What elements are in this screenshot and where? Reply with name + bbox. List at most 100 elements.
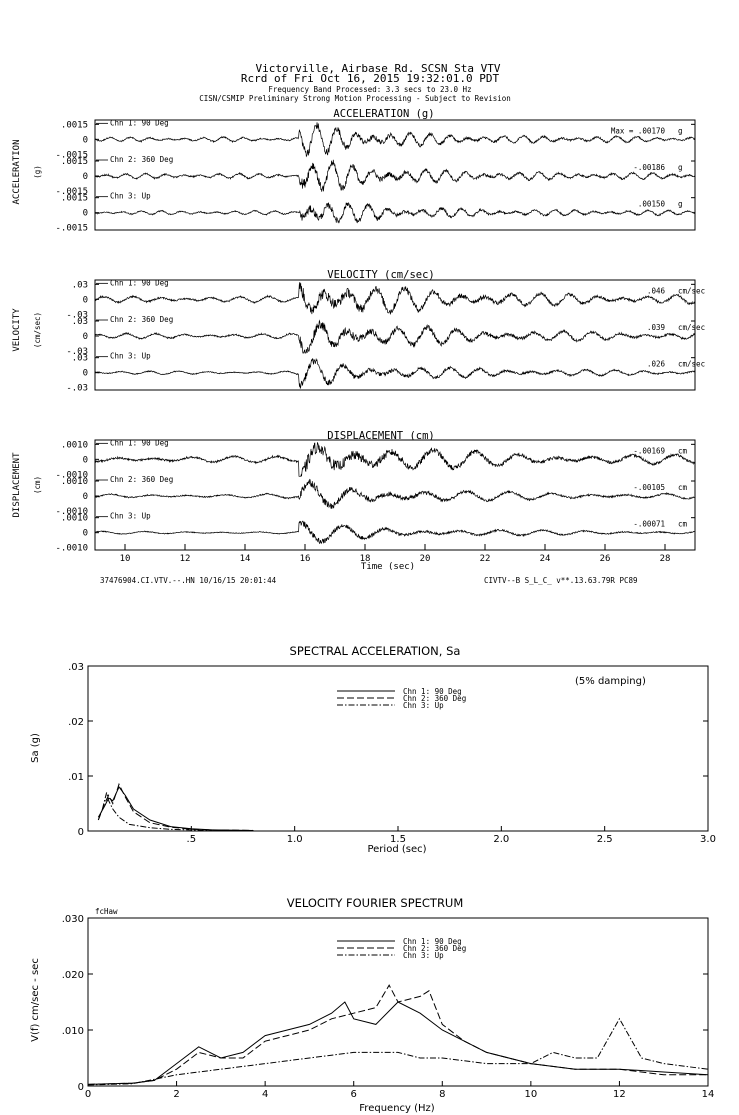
sa-xlabel: Period (sec) bbox=[367, 844, 426, 855]
channel-peak-unit: cm bbox=[678, 520, 688, 529]
ytick-label-top: .03 bbox=[72, 317, 88, 327]
ytick-label-top: .0010 bbox=[61, 477, 88, 487]
ytick-label-bottom: -.0015 bbox=[55, 187, 88, 197]
ytick-label-zero: 0 bbox=[83, 135, 88, 145]
spectral-acceleration-title: SPECTRAL ACCELERATION, Sa bbox=[290, 644, 461, 658]
ytick-label-zero: 0 bbox=[83, 492, 88, 502]
channel-trace bbox=[94, 478, 696, 509]
channel-trace bbox=[94, 122, 696, 158]
channel-label: Chn 3: Up bbox=[110, 352, 151, 361]
ytick-label-bottom: -.0010 bbox=[55, 470, 88, 480]
channel-peak-value: -.00186 bbox=[633, 163, 665, 172]
acceleration-title: ACCELERATION (g) bbox=[333, 108, 434, 120]
velocity-panel: VELOCITY (cm/sec) VELOCITY (cm/sec) .03 0… bbox=[12, 269, 705, 394]
x-tick-label: 2.0 bbox=[493, 834, 509, 845]
x-tick-label: 12 bbox=[613, 1089, 626, 1100]
channel-trace bbox=[94, 357, 696, 389]
ytick-label-zero: 0 bbox=[83, 172, 88, 182]
fourier-ticks: 0 2 4 6 8 10 12 14 0 .010 .020 .030 bbox=[62, 914, 715, 1100]
time-tick-label: 16 bbox=[300, 554, 311, 564]
legend-label: Chn 2: 360 Deg bbox=[403, 694, 466, 703]
fourier-ylabel: V(f) cm/sec - sec bbox=[30, 958, 41, 1042]
acceleration-panel: ACCELERATION (g) ACCELERATION (g) .00150… bbox=[12, 108, 696, 234]
sa-ylabel: Sa (g) bbox=[30, 733, 41, 763]
ytick-label-bottom: -.0015 bbox=[55, 224, 88, 234]
legend-label: Chn 1: 90 Deg bbox=[403, 937, 462, 946]
y-tick-label: .010 bbox=[62, 1026, 84, 1037]
ytick-label-bottom: -.03 bbox=[66, 384, 88, 394]
footer-right-id: CIVTV--B S_L_C_ v**.13.63.79R PC89 bbox=[484, 576, 638, 585]
x-tick-label: 10 bbox=[524, 1089, 537, 1100]
ytick-label-zero: 0 bbox=[83, 369, 88, 379]
record-title: Rcrd of Fri Oct 16, 2015 19:32:01.0 PDT bbox=[241, 72, 500, 85]
frequency-band-note: Frequency Band Processed: 3.3 secs to 23… bbox=[268, 85, 471, 94]
channel-peak-value: -.00071 bbox=[633, 520, 665, 529]
channel-label: Chn 2: 360 Deg bbox=[110, 475, 173, 484]
channel-peak-value: .039 bbox=[647, 323, 665, 332]
channel-label: Chn 1: 90 Deg bbox=[110, 118, 169, 127]
time-axis-ticks: 10 12 14 16 18 20 22 24 26 28 bbox=[120, 544, 670, 564]
channel-peak-unit: cm bbox=[678, 446, 688, 455]
ytick-label-top: .0015 bbox=[61, 194, 88, 204]
velocity-side-label: VELOCITY bbox=[12, 308, 22, 352]
y-tick-label: .02 bbox=[68, 717, 84, 728]
y-tick-label: 0 bbox=[78, 827, 84, 838]
ytick-label-zero: 0 bbox=[83, 332, 88, 342]
legend-label: Chn 3: Up bbox=[403, 951, 444, 960]
ytick-label-top: .0010 bbox=[61, 440, 88, 450]
x-tick-label: 14 bbox=[702, 1089, 715, 1100]
fourier-title: VELOCITY FOURIER SPECTRUM bbox=[287, 896, 464, 910]
ytick-label-bottom: -.03 bbox=[66, 310, 88, 320]
x-tick-label: 1.0 bbox=[287, 834, 303, 845]
fourier-corner-label: fcHaw bbox=[95, 907, 118, 916]
x-tick-label: 2 bbox=[173, 1089, 179, 1100]
time-tick-label: 22 bbox=[480, 554, 491, 564]
x-tick-label: .5 bbox=[187, 834, 197, 845]
channel-peak-value: .00150 bbox=[638, 200, 666, 209]
y-tick-label: .020 bbox=[62, 970, 84, 981]
station-title: Victorville, Airbase Rd. SCSN Sta VTV bbox=[255, 62, 500, 75]
channel-trace bbox=[94, 202, 696, 224]
time-tick-label: 14 bbox=[240, 554, 251, 564]
legend-label: Chn 3: Up bbox=[403, 701, 444, 710]
x-tick-label: 0 bbox=[85, 1089, 91, 1100]
displacement-title: DISPLACEMENT (cm) bbox=[327, 430, 434, 442]
ytick-label-zero: 0 bbox=[83, 209, 88, 219]
sa-curves bbox=[97, 782, 254, 831]
ytick-label-top: .0015 bbox=[61, 157, 88, 167]
channel-label: Chn 2: 360 Deg bbox=[110, 155, 173, 164]
legend-label: Chn 1: 90 Deg bbox=[403, 687, 462, 696]
x-tick-label: 6 bbox=[351, 1089, 357, 1100]
displacement-unit-label: (cm) bbox=[33, 476, 42, 494]
channel-label: Chn 3: Up bbox=[110, 512, 151, 521]
channel-label: Chn 3: Up bbox=[110, 192, 151, 201]
channel-peak-value: Max = .00170 bbox=[611, 126, 666, 135]
y-tick-label: 0 bbox=[78, 1082, 84, 1093]
channel-peak-unit: cm bbox=[678, 483, 688, 492]
time-tick-label: 10 bbox=[120, 554, 131, 564]
legend-label: Chn 2: 360 Deg bbox=[403, 944, 466, 953]
acceleration-frame bbox=[94, 119, 696, 231]
x-tick-label: 1.5 bbox=[390, 834, 406, 845]
damping-note: (5% damping) bbox=[575, 676, 646, 687]
channel-peak-unit: cm/sec bbox=[678, 360, 705, 369]
displacement-frame bbox=[94, 439, 696, 551]
spectral-acceleration-panel: SPECTRAL ACCELERATION, Sa Sa (g) Period … bbox=[30, 644, 716, 855]
channel-trace bbox=[94, 282, 696, 315]
channel-peak-unit: cm/sec bbox=[678, 323, 705, 332]
footer-left-id: 37476904.CI.VTV.--.HN 10/16/15 20:01:44 bbox=[100, 576, 277, 585]
channel-peak-unit: g bbox=[678, 200, 683, 209]
acceleration-unit-label: (g) bbox=[33, 165, 42, 179]
ytick-label-bottom: -.0010 bbox=[55, 507, 88, 517]
ytick-label-bottom: -.0010 bbox=[55, 544, 88, 554]
channel-peak-value: -.00105 bbox=[633, 483, 665, 492]
channel-label: Chn 1: 90 Deg bbox=[110, 278, 169, 287]
sa-frame bbox=[87, 665, 709, 832]
x-tick-label: 3.0 bbox=[700, 834, 716, 845]
series-line-3 bbox=[97, 792, 213, 831]
x-tick-label: 8 bbox=[439, 1089, 445, 1100]
fourier-spectrum-panel: VELOCITY FOURIER SPECTRUM V(f) cm/sec - … bbox=[30, 896, 714, 1114]
